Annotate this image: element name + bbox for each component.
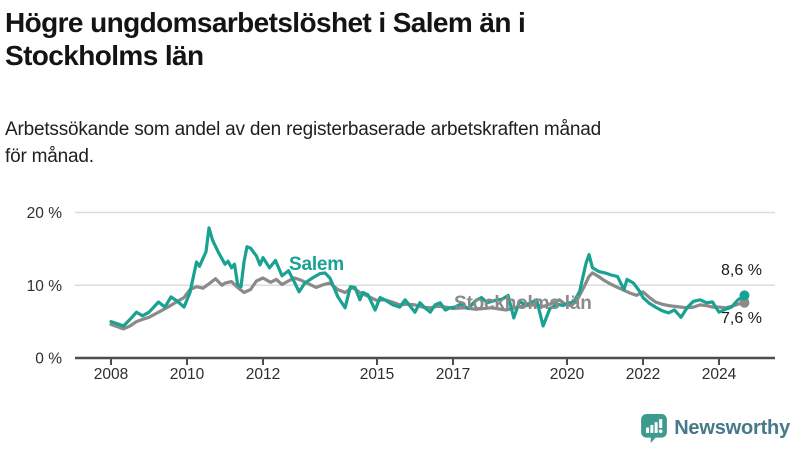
svg-text:2017: 2017	[436, 366, 470, 383]
svg-text:2015: 2015	[360, 366, 394, 383]
chart-title-line1: Högre ungdomsarbetslöshet i Salem än i	[5, 7, 526, 38]
svg-text:2024: 2024	[702, 366, 737, 383]
svg-text:2022: 2022	[626, 366, 660, 383]
series-label-stockholms-lan: Stockholms län	[454, 293, 592, 314]
chart-subtitle-line2: för månad.	[5, 146, 94, 167]
svg-text:20 %: 20 %	[27, 205, 63, 222]
end-value-salem: 8,6 %	[721, 262, 762, 279]
svg-text:2012: 2012	[246, 366, 280, 383]
chart-subtitle-line1: Arbetssökande som andel av den registerb…	[5, 119, 602, 140]
brand-footer: Newsworthy	[641, 412, 790, 444]
svg-text:2010: 2010	[170, 366, 205, 383]
svg-text:0 %: 0 %	[35, 351, 62, 368]
series-label-salem: Salem	[289, 254, 344, 275]
line-chart-canvas: 2008 2010 2012 2015 2017 2020 2022 2024 0 % 10 % 2…	[27, 205, 775, 383]
chart-title-line2: Stockholms län	[5, 40, 204, 71]
svg-text:2020: 2020	[550, 366, 585, 383]
svg-text:10 %: 10 %	[27, 278, 63, 295]
end-value-stockholms-lan: 7,6 %	[721, 310, 762, 327]
svg-text:2008: 2008	[94, 366, 128, 383]
chart-title: Högre ungdomsarbetslöshet i Salem än i S…	[5, 6, 765, 72]
brand-name: Newsworthy	[674, 416, 790, 439]
newsworthy-logo-icon	[641, 413, 668, 443]
chart-subtitle: Arbetssökande som andel av den registerb…	[5, 116, 797, 170]
